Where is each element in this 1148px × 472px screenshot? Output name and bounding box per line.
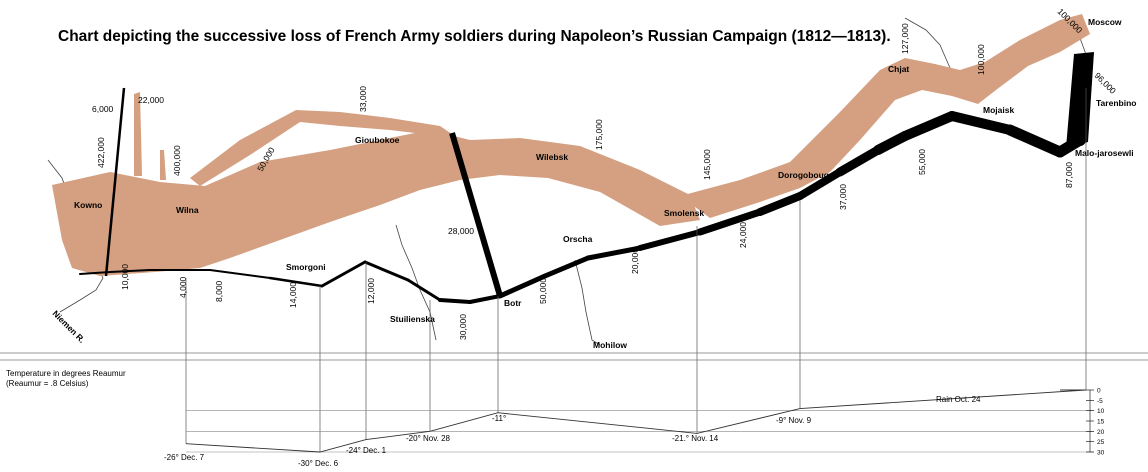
troop-count-label: 12,000 [366,278,376,304]
temp-tick-label: 25 [1097,439,1105,446]
retreat-segment [1066,52,1094,148]
retreat-segment [497,273,548,299]
temp-tick-label: 20 [1097,429,1105,436]
city-label: Tarenbino [1096,98,1136,108]
troop-count-label: 96,000 [1093,70,1119,96]
temp-caption: Temperature in degrees Reaumur [6,369,126,378]
river-line [574,259,601,346]
retreat-segment [637,229,703,251]
troop-count-label: 20,000 [630,248,640,274]
troop-count-label: 400,000 [172,145,182,176]
city-label: Mojaisk [983,105,1014,115]
retreat-segment [438,298,472,304]
city-label: Wilebsk [536,152,568,162]
temp-reading-label: -20° Nov. 28 [406,434,451,443]
city-label: Malo-jarosewli [1075,148,1134,158]
temp-tick-label: -5 [1097,398,1103,405]
temp-tick-label: 15 [1097,419,1105,426]
troop-count-label: 145,000 [702,149,712,180]
troop-count-label: 422,000 [96,137,106,168]
city-label: Niemen R. [51,308,87,344]
troop-count-label: 24,000 [738,222,748,248]
troop-count-label: 6,000 [92,104,114,114]
troop-count-label: 100,000 [976,44,986,75]
retreat-segment [79,271,111,275]
troop-count-label: 87,000 [1064,162,1074,188]
troop-count-label: 8,000 [214,280,224,302]
city-label: Smolensk [664,208,704,218]
retreat-segment [209,269,271,279]
temp-reading-label: -21.° Nov. 14 [672,434,719,443]
temp-reading-label: -30° Dec. 6 [298,459,339,468]
troop-count-label: 10,000 [120,264,130,290]
retreat-segment [873,131,910,155]
advance-band [680,14,1090,218]
city-label: Wilna [176,205,199,215]
retreat-segment [109,269,151,273]
retreat-segment [585,245,643,261]
troop-count-label: 50,000 [538,278,548,304]
retreat-segment [363,260,410,282]
retreat-segment [468,294,502,304]
temp-reading-label: -9° Nov. 9 [776,416,812,425]
advance-branch [134,92,142,176]
retreat-segment [835,145,883,177]
retreat-segment [756,192,804,216]
temp-reading-label: -24° Dec. 1 [346,446,387,455]
retreat-segment [900,111,957,141]
troop-count-label: 30,000 [458,314,468,340]
temp-tick-label: 10 [1097,408,1105,415]
retreat-segment [1004,124,1066,158]
city-label: Botr [504,298,522,308]
retreat-segment [542,255,591,279]
troop-count-label: 127,000 [900,23,910,54]
temp-reading-label: -11° [492,414,506,423]
troop-count-label: 22,000 [138,95,164,105]
city-label: Chjat [888,64,909,74]
retreat-segment [320,260,367,288]
city-label: Gioubokoe [355,135,400,145]
retreat-segment [268,276,324,288]
city-label: Stuilienska [390,314,435,324]
city-label: Orscha [563,234,593,244]
advance-band [190,110,452,186]
temperature-line [185,389,1087,453]
retreat-segment [796,168,844,200]
troop-count-label: 55,000 [917,149,927,175]
advance-branch [160,150,166,180]
retreat-branch [449,132,503,297]
chart-title: Chart depicting the successive loss of F… [58,28,891,45]
temp-reading-label: -26° Dec. 7 [164,453,205,462]
temp-tick-label: 30 [1097,450,1105,457]
temp-reading-label: Rain Oct. 24 [936,395,981,404]
temp-tick-label: 0 [1097,388,1101,395]
troop-count-label: 33,000 [358,86,368,112]
troop-count-label: 175,000 [594,119,604,150]
retreat-segment [696,208,764,236]
troop-count-label: 14,000 [288,282,298,308]
retreat-segment [406,278,442,302]
city-label: Kowno [74,200,102,210]
city-label: Moscow [1088,17,1122,27]
troop-count-label: 37,000 [838,184,848,210]
city-label: Dorogobouge [778,170,834,180]
river-line [395,224,437,341]
temp-caption-2: (Reaumur = .8 Celsius) [6,379,89,388]
troop-count-label: 28,000 [448,226,474,236]
troop-count-label: 4,000 [178,276,188,298]
city-label: Smorgoni [286,262,326,272]
retreat-segment [947,111,1015,135]
city-label: Mohilow [593,340,627,350]
retreat-branch [104,87,126,277]
advance-band [52,130,700,276]
